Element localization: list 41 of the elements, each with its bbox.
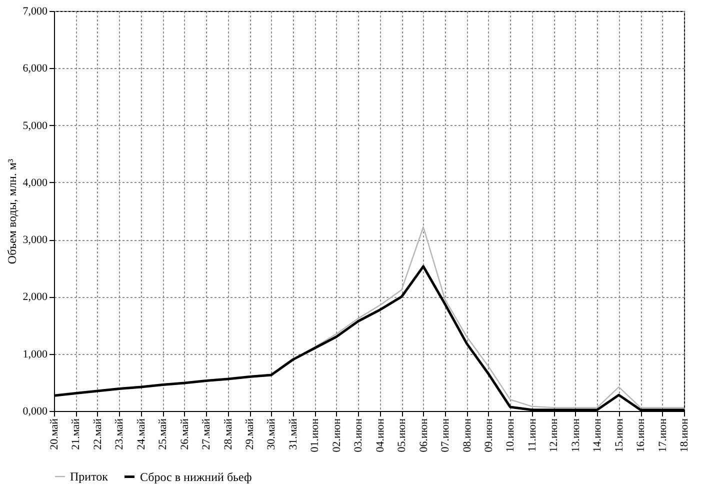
x-tick-label: 12.июн — [548, 418, 560, 452]
y-tick-label: 4,000 — [22, 176, 48, 189]
x-tick-label: 29.май — [244, 418, 256, 450]
x-tick-label: 31.май — [287, 418, 300, 450]
x-tick-label: 24.май — [135, 418, 148, 450]
y-tick-label: 0,000 — [22, 406, 48, 418]
x-tick-label: 01.июн — [309, 418, 322, 452]
x-tick-label: 30.май — [266, 418, 278, 450]
y-tick-label: 7,000 — [22, 6, 48, 18]
y-tick-label: 6,000 — [22, 62, 48, 75]
y-tick-label: 3,000 — [22, 234, 48, 246]
x-tick-label: 09.июн — [482, 418, 495, 452]
x-tick-label: 11.июн — [526, 418, 538, 452]
x-tick-label: 26.май — [178, 418, 191, 450]
y-tick-label: 1,000 — [22, 348, 48, 360]
x-tick-label: 18.июн — [678, 418, 690, 452]
x-tick-label: 03.июн — [352, 418, 365, 452]
x-tick-label: 20.май — [48, 418, 60, 450]
x-tick-label: 07.июн — [440, 418, 452, 452]
x-tick-label: 21.май — [70, 418, 82, 450]
x-tick-label: 04.июн — [374, 418, 386, 452]
x-tick-label: 14.июн — [592, 418, 604, 452]
x-tick-label: 02.июн — [330, 418, 343, 452]
legend-label: Приток — [70, 470, 108, 484]
x-tick-label: 08.июн — [461, 418, 474, 452]
x-tick-label: 05.июн — [396, 418, 408, 452]
x-tick-label: 25.май — [157, 418, 170, 450]
x-tick-label: 23.май — [114, 418, 126, 450]
x-tick-label: 22.май — [92, 418, 104, 450]
x-tick-label: 28.май — [222, 418, 234, 450]
y-axis-title: Объем воды, млн. м³ — [4, 158, 19, 264]
y-tick-label: 2,000 — [22, 291, 48, 304]
x-tick-label: 17.июн — [656, 418, 669, 452]
x-tick-label: 27.май — [200, 418, 213, 450]
x-tick-label: 13.июн — [570, 418, 582, 452]
legend-label: Сброс в нижний бьеф — [140, 470, 252, 484]
x-tick-label: 10.июн — [504, 418, 517, 452]
y-tick-label: 5,000 — [22, 120, 48, 132]
x-tick-label: 06.июн — [418, 418, 430, 452]
x-tick-label: 15.июн — [613, 418, 626, 452]
x-tick-label: 16.июн — [635, 418, 648, 452]
